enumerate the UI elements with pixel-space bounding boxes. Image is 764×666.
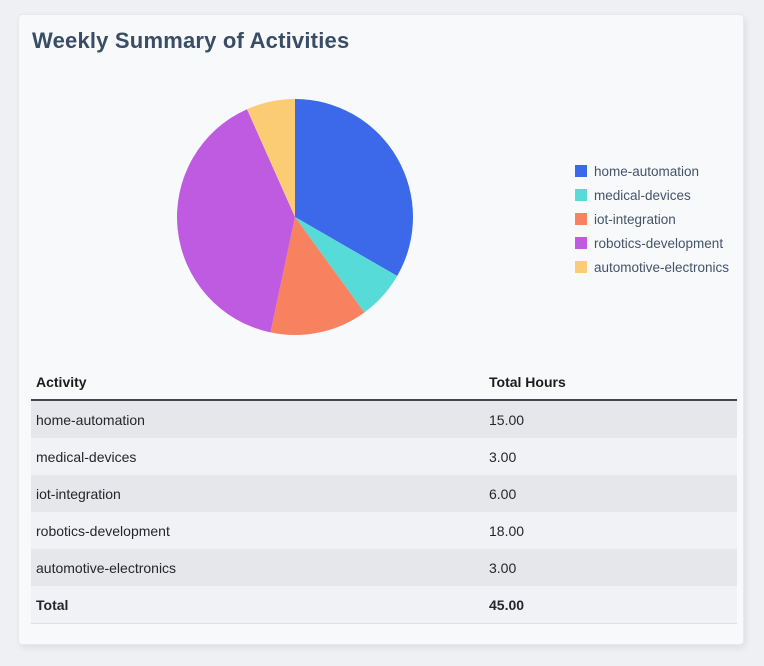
total-label-cell: Total <box>36 596 69 613</box>
hours-cell: 18.00 <box>489 522 525 539</box>
pie-slice-home-automation <box>295 99 413 276</box>
legend-item-automotive-electronics: automotive-electronics <box>575 255 729 279</box>
table-total-row: Total 45.00 <box>31 586 737 624</box>
pie-chart-svg <box>177 99 413 335</box>
card-title: Weekly Summary of Activities <box>32 28 350 53</box>
legend-swatch-icon <box>575 261 587 273</box>
pie-slice-medical-devices <box>295 217 398 313</box>
pie-chart <box>175 97 415 337</box>
legend-label: automotive-electronics <box>594 259 730 275</box>
legend-label: medical-devices <box>594 187 691 203</box>
table-body: home-automation 15.00 medical-devices 3.00 i… <box>31 401 737 586</box>
table-header-row: Activity Total Hours <box>31 365 737 401</box>
activity-cell: robotics-development <box>36 522 170 539</box>
table-row: home-automation 15.00 <box>31 401 737 438</box>
hours-cell: 15.00 <box>489 411 525 428</box>
table-row: automotive-electronics 3.00 <box>31 549 737 586</box>
legend-swatch-icon <box>575 213 587 225</box>
legend-label: robotics-development <box>594 235 724 251</box>
legend-label: iot-integration <box>594 211 676 227</box>
table-row: iot-integration 6.00 <box>31 475 737 512</box>
legend-item-iot-integration: iot-integration <box>575 207 729 231</box>
hours-cell: 3.00 <box>489 448 517 465</box>
activities-table: Activity Total Hours home-automation 15.0… <box>31 365 737 624</box>
legend-item-medical-devices: medical-devices <box>575 183 729 207</box>
legend-swatch-icon <box>575 237 587 249</box>
total-value-cell: 45.00 <box>489 596 525 613</box>
legend-swatch-icon <box>575 189 587 201</box>
legend-label: home-automation <box>594 163 700 179</box>
legend-item-home-automation: home-automation <box>575 159 729 183</box>
hours-cell: 3.00 <box>489 559 517 576</box>
pie-slice-robotics-development <box>177 109 295 333</box>
activity-cell: automotive-electronics <box>36 559 177 576</box>
pie-slice-automotive-electronics <box>247 99 295 217</box>
column-header-activity: Activity <box>36 374 87 390</box>
activity-cell: iot-integration <box>36 485 121 502</box>
activity-cell: home-automation <box>36 411 145 428</box>
table-row: robotics-development 18.00 <box>31 512 737 549</box>
legend-item-robotics-development: robotics-development <box>575 231 729 255</box>
activity-cell: medical-devices <box>36 448 137 465</box>
column-header-total-hours: Total Hours <box>489 374 566 390</box>
chart-legend: home-automation medical-devices iot-integr… <box>575 159 729 279</box>
legend-swatch-icon <box>575 165 587 177</box>
table-row: medical-devices 3.00 <box>31 438 737 475</box>
pie-slice-iot-integration <box>270 217 365 335</box>
hours-cell: 6.00 <box>489 485 517 502</box>
summary-card: Weekly Summary of Activities home-automa… <box>18 14 744 645</box>
